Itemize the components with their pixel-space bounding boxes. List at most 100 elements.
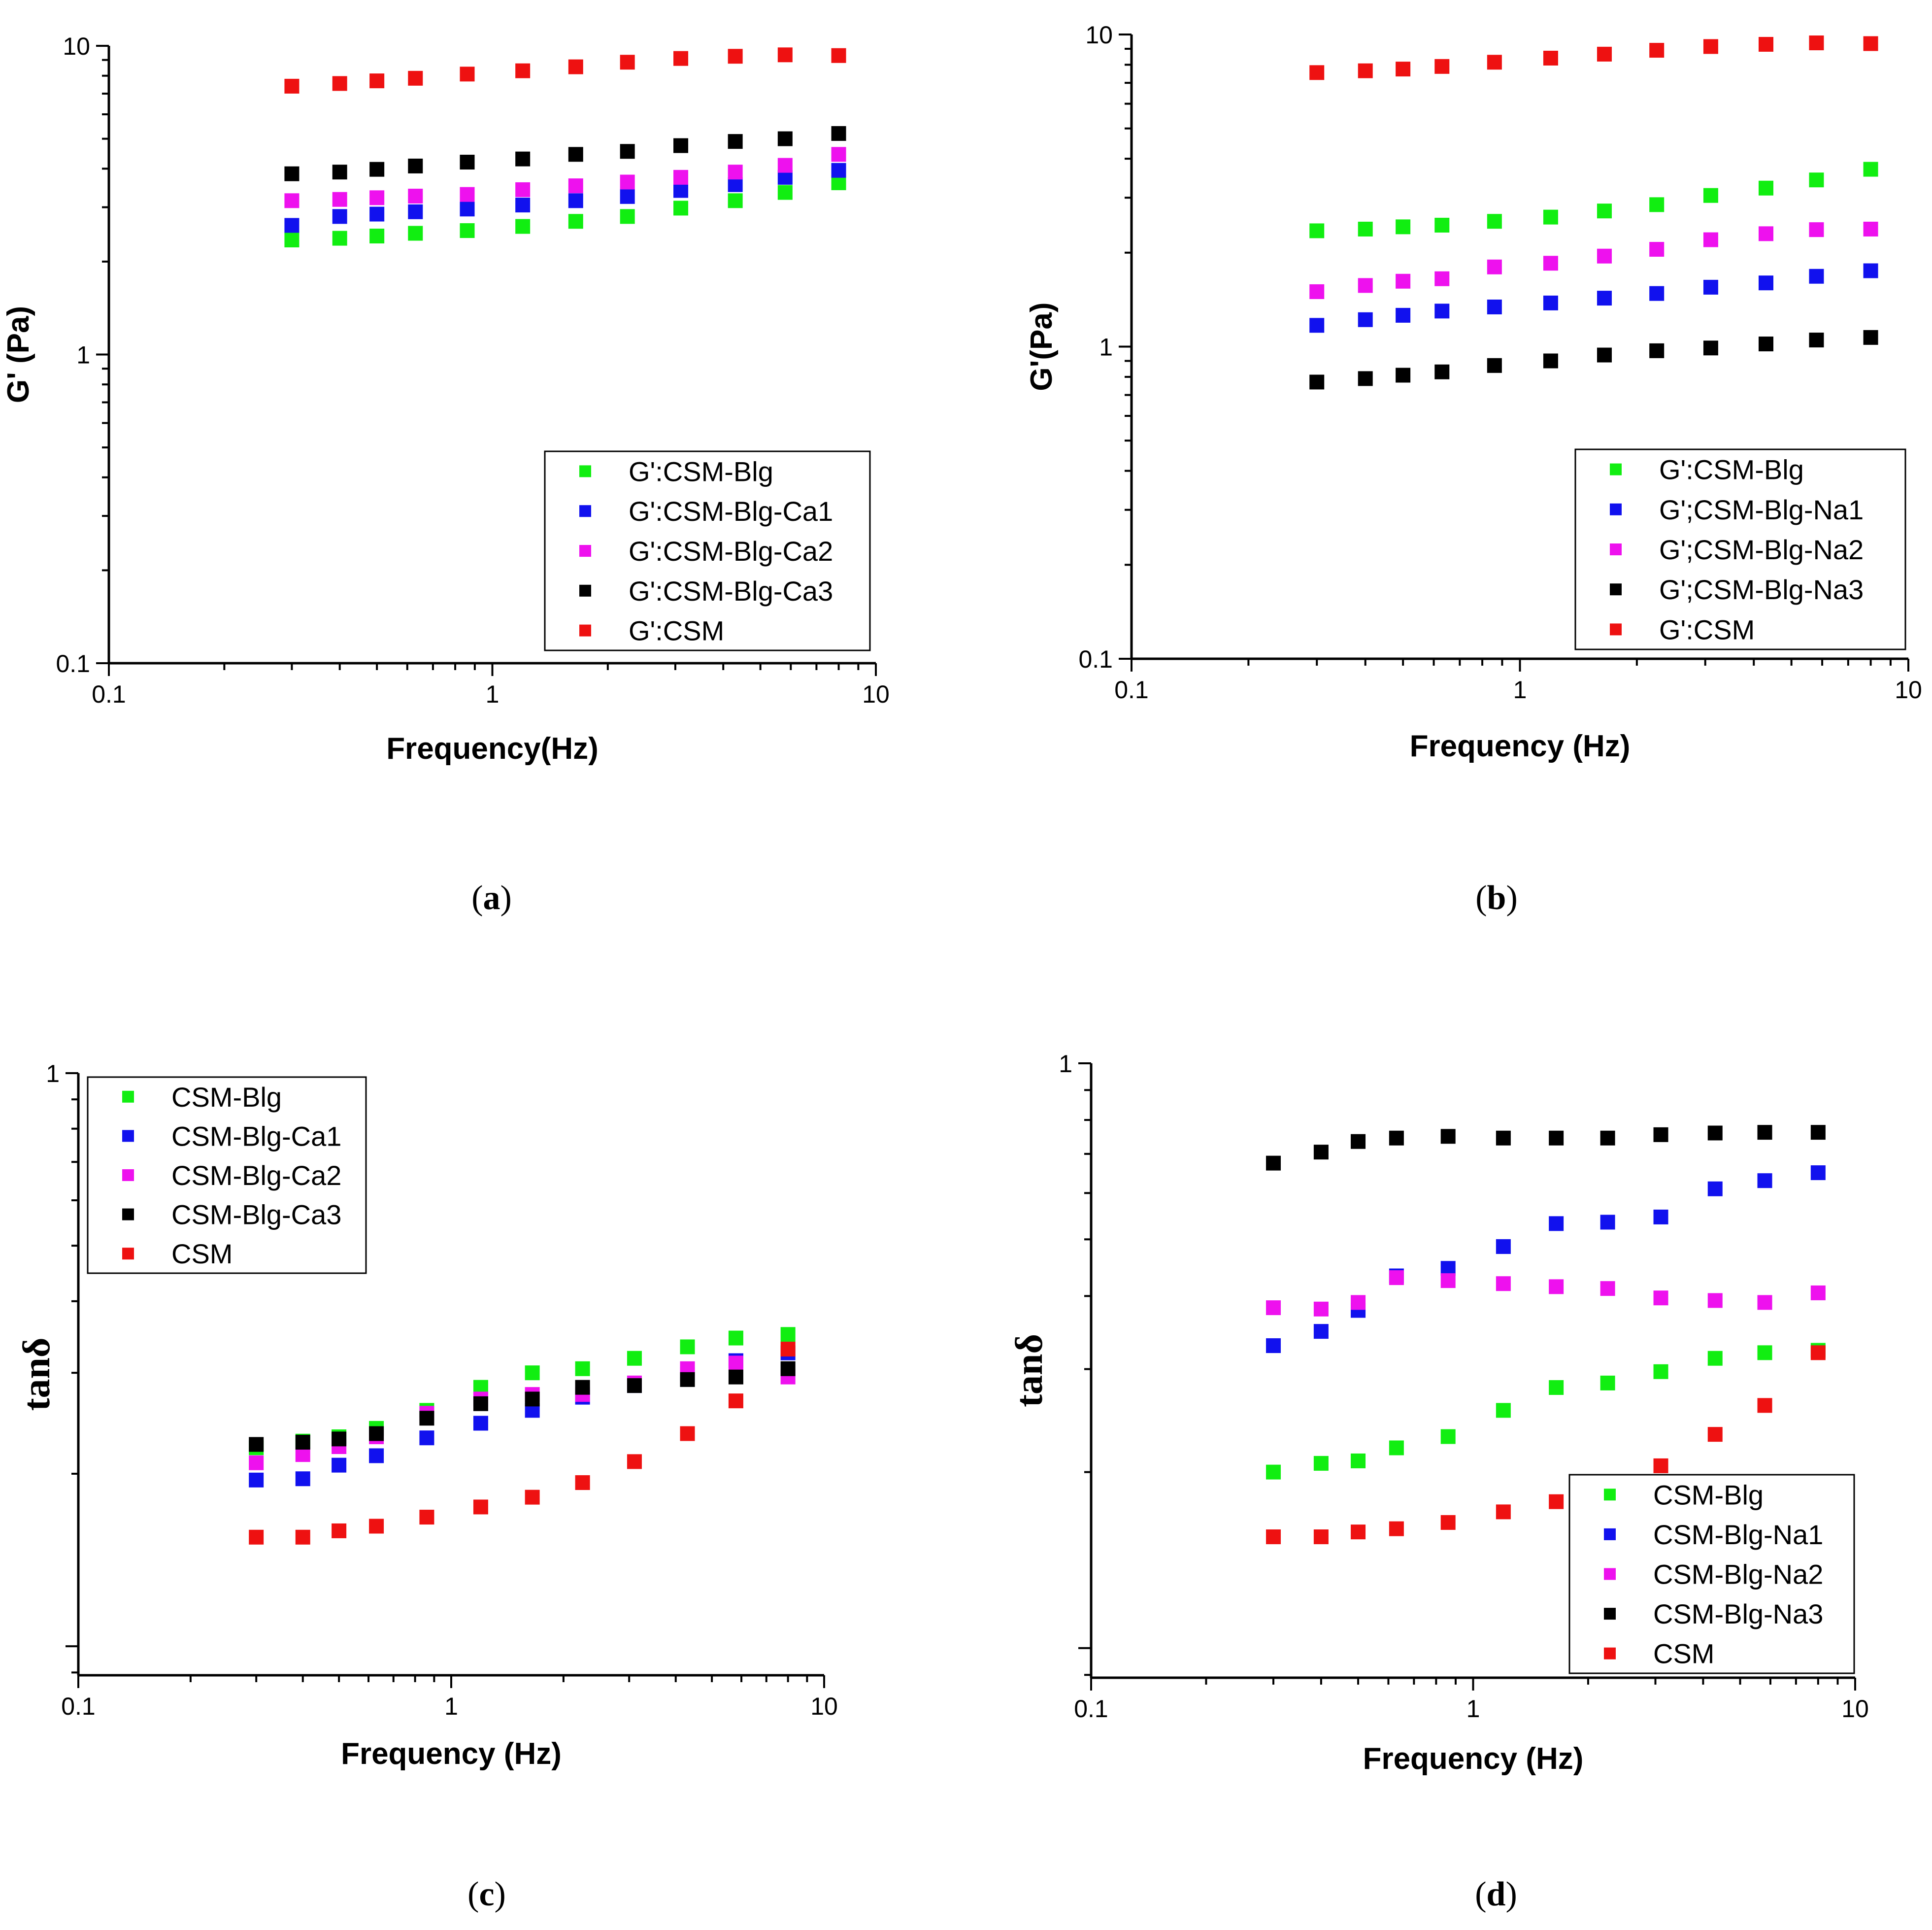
data-point bbox=[1649, 197, 1665, 212]
data-point bbox=[408, 158, 423, 173]
data-point bbox=[1703, 39, 1718, 54]
data-point bbox=[831, 126, 846, 141]
data-point bbox=[1266, 1155, 1281, 1171]
data-point bbox=[728, 1355, 743, 1371]
legend-label: CSM-Blg bbox=[1653, 1479, 1764, 1510]
data-point bbox=[369, 73, 385, 89]
data-point bbox=[620, 144, 635, 159]
data-point bbox=[1313, 1456, 1329, 1471]
legend-swatch bbox=[579, 505, 591, 517]
legend-label: G':CSM-Blg bbox=[1659, 454, 1804, 485]
chart-panel-b: 0.1 1 10 0.1 1 10 Frequency (Hz) G'(Pa) G':CSM-B… bbox=[1025, 21, 1922, 917]
data-point bbox=[1597, 347, 1612, 363]
data-point bbox=[575, 1475, 590, 1490]
data-point bbox=[1313, 1301, 1329, 1317]
data-point bbox=[332, 1431, 347, 1447]
data-point bbox=[1707, 1351, 1723, 1366]
data-point bbox=[831, 48, 846, 63]
data-point bbox=[1266, 1529, 1281, 1545]
data-point bbox=[249, 1437, 264, 1452]
data-point bbox=[575, 1361, 590, 1376]
data-point bbox=[1757, 1173, 1772, 1188]
data-point bbox=[1549, 1130, 1564, 1146]
x-tick-label: 1 bbox=[1466, 1695, 1480, 1723]
y-tick-label: 10 bbox=[1085, 21, 1113, 49]
data-point bbox=[1396, 307, 1411, 323]
data-point bbox=[1810, 1125, 1826, 1140]
data-point bbox=[1389, 1521, 1404, 1536]
data-point bbox=[1597, 203, 1612, 219]
data-point bbox=[777, 47, 793, 63]
chart-panel-a: 0.1 1 10 0.1 1 10 Frequency(Hz) G' (Pa) G':CSM-B… bbox=[1, 33, 890, 917]
panel-caption: (b) bbox=[1475, 879, 1518, 917]
legend-box bbox=[87, 1076, 367, 1274]
data-point bbox=[473, 1499, 488, 1515]
series-G';CSM-Blg-Na2 bbox=[1309, 221, 1878, 299]
data-point bbox=[1703, 279, 1718, 295]
legend-box bbox=[1568, 1474, 1855, 1674]
data-point bbox=[1549, 1279, 1564, 1294]
x-tick-label: 10 bbox=[810, 1693, 838, 1720]
data-point bbox=[1396, 62, 1411, 77]
data-point bbox=[777, 158, 793, 173]
data-point bbox=[728, 134, 743, 149]
data-point bbox=[1487, 55, 1502, 70]
data-point bbox=[780, 1327, 796, 1342]
data-point bbox=[1434, 217, 1450, 233]
legend-label: CSM-Blg bbox=[171, 1082, 282, 1113]
data-point bbox=[1389, 1440, 1404, 1456]
data-point bbox=[1809, 333, 1824, 348]
x-tick-label: 10 bbox=[1841, 1695, 1869, 1723]
data-point bbox=[831, 163, 846, 178]
data-point bbox=[777, 131, 793, 146]
panel-caption: (c) bbox=[467, 1875, 506, 1913]
legend-swatch bbox=[579, 465, 591, 477]
chart-panel-d: 0.1 1 10 1 Frequency (Hz) tanδ CSM-Blg CSM-Blg-… bbox=[1007, 1050, 1869, 1913]
data-point bbox=[568, 147, 583, 162]
data-point bbox=[1358, 278, 1373, 293]
legend-swatch bbox=[1610, 463, 1622, 475]
data-point bbox=[1358, 371, 1373, 386]
y-tick-label: 1 bbox=[76, 341, 90, 369]
data-point bbox=[1543, 209, 1558, 225]
data-point bbox=[284, 193, 300, 208]
legend: G':CSM-Blg G';CSM-Blg-Na1 G';CSM-Blg-Na2 G'… bbox=[1574, 448, 1906, 650]
y-tick-label: 1 bbox=[1059, 1050, 1072, 1078]
data-point bbox=[1434, 364, 1450, 379]
legend-box bbox=[544, 450, 871, 651]
legend-swatch bbox=[1610, 623, 1622, 636]
data-point bbox=[419, 1430, 434, 1446]
chart-panel-c: 0.1 1 10 1 Frequency (Hz) tanδ CSM-Blg CSM-Blg-… bbox=[15, 1060, 838, 1913]
data-point bbox=[1434, 59, 1450, 74]
data-point bbox=[1600, 1130, 1615, 1146]
data-point bbox=[1653, 1364, 1668, 1379]
data-point bbox=[515, 198, 531, 213]
data-point bbox=[831, 175, 846, 190]
data-point bbox=[1649, 286, 1665, 301]
data-point bbox=[1600, 1281, 1615, 1296]
data-point bbox=[515, 219, 531, 234]
data-point bbox=[332, 1457, 347, 1473]
series-CSM-Blg-Na2 bbox=[1266, 1270, 1826, 1317]
data-point bbox=[369, 229, 385, 244]
data-point bbox=[284, 218, 300, 233]
data-point bbox=[1757, 1345, 1772, 1360]
data-point bbox=[1496, 1239, 1511, 1254]
data-point bbox=[1309, 318, 1325, 333]
data-point bbox=[1309, 65, 1325, 80]
series-CSM-Blg bbox=[249, 1327, 796, 1456]
data-point bbox=[460, 187, 475, 202]
data-point bbox=[728, 177, 743, 192]
legend-label: CSM bbox=[1653, 1638, 1714, 1669]
data-point bbox=[369, 1426, 384, 1441]
data-point bbox=[369, 206, 385, 222]
legend-label: CSM-Blg-Ca3 bbox=[171, 1199, 341, 1230]
data-point bbox=[525, 1490, 540, 1505]
data-point bbox=[1758, 226, 1773, 241]
data-point bbox=[1758, 180, 1773, 196]
data-point bbox=[1758, 275, 1773, 291]
data-point bbox=[1809, 269, 1824, 284]
data-point bbox=[332, 192, 347, 207]
data-point bbox=[408, 226, 423, 241]
